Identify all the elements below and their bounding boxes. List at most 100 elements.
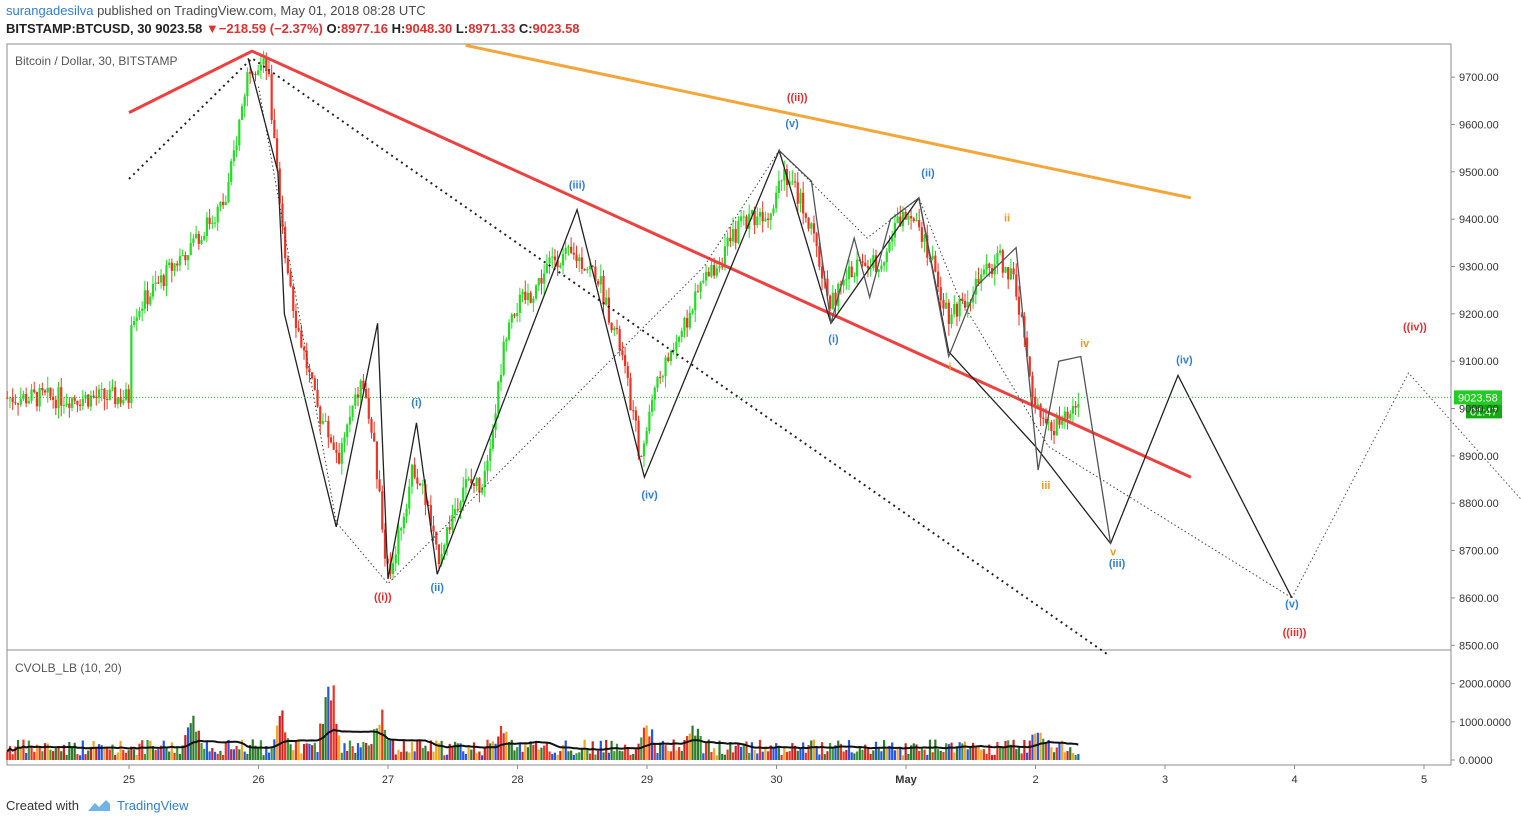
wave-label: ((iv)) bbox=[1403, 321, 1427, 333]
last-price: 9023.58 bbox=[155, 21, 203, 36]
volume-bar bbox=[192, 715, 195, 760]
volume-bar bbox=[969, 746, 972, 760]
candles bbox=[6, 50, 1080, 580]
volume-bar bbox=[297, 740, 300, 760]
volume-bar bbox=[108, 749, 111, 760]
candle-body bbox=[297, 327, 300, 331]
volume-bar bbox=[370, 744, 373, 760]
volume-bar bbox=[114, 755, 117, 760]
candle-body bbox=[222, 201, 225, 206]
candle-body bbox=[1025, 337, 1029, 357]
drawings: 9023.58 01:47 bbox=[7, 43, 1521, 656]
candle-body bbox=[238, 119, 241, 146]
volume-bar bbox=[936, 749, 940, 760]
candle-body bbox=[707, 271, 710, 277]
candle-body bbox=[176, 263, 179, 266]
volume-bar bbox=[548, 751, 551, 760]
volume-bar bbox=[338, 735, 341, 760]
volume-bar bbox=[553, 752, 557, 760]
volume-bar bbox=[637, 743, 640, 760]
candle-body bbox=[1047, 422, 1050, 424]
created-with-text: Created with bbox=[6, 798, 79, 813]
volume-bar bbox=[713, 748, 716, 760]
volume-bar bbox=[629, 754, 632, 760]
candle-body bbox=[429, 504, 432, 526]
wave-label: (v) bbox=[785, 118, 799, 130]
x-tick-label: 28 bbox=[511, 774, 523, 786]
candle-body bbox=[575, 254, 578, 262]
volume-bar bbox=[259, 740, 262, 760]
candle-body bbox=[224, 201, 227, 206]
volume-bar bbox=[443, 755, 446, 760]
candle-body bbox=[963, 301, 967, 308]
volume-bar bbox=[162, 740, 165, 760]
volume-bar bbox=[213, 751, 217, 760]
wave-path-dotted-wave-a bbox=[258, 86, 1293, 599]
volume-bar bbox=[826, 751, 829, 760]
volume-bar bbox=[294, 740, 298, 760]
candle-body bbox=[804, 213, 807, 218]
candle-body bbox=[661, 376, 664, 378]
wave-label: (ii) bbox=[430, 582, 444, 594]
wave-label: v bbox=[1110, 546, 1117, 558]
volume-bar bbox=[990, 755, 994, 760]
candle-body bbox=[356, 394, 360, 398]
volume-bar bbox=[103, 746, 106, 760]
volume-bar bbox=[445, 754, 449, 760]
candle-body bbox=[81, 398, 84, 406]
author-link[interactable]: surangadesilva bbox=[6, 3, 94, 18]
candle-body bbox=[62, 405, 66, 407]
candle-body bbox=[103, 388, 106, 399]
candle-body bbox=[462, 487, 465, 503]
volume-bar bbox=[273, 739, 276, 760]
volume-bar bbox=[1069, 747, 1072, 760]
candle-body bbox=[632, 410, 635, 412]
candle-body bbox=[22, 393, 25, 399]
candle-body bbox=[111, 387, 114, 390]
candle-body bbox=[939, 287, 942, 300]
volume-bar bbox=[267, 752, 271, 760]
candle-body bbox=[718, 266, 721, 269]
candle-body bbox=[564, 247, 567, 254]
close-label: C: bbox=[518, 21, 533, 36]
candle-body bbox=[478, 477, 481, 493]
candle-body bbox=[829, 295, 832, 309]
volume-bar bbox=[920, 747, 923, 760]
candle-body bbox=[267, 71, 271, 75]
candle-body bbox=[8, 397, 12, 399]
candle-body bbox=[1063, 411, 1066, 420]
candle-body bbox=[321, 421, 325, 424]
tradingview-link[interactable]: TradingView bbox=[116, 798, 189, 813]
candle-body bbox=[721, 266, 724, 268]
volume-bar bbox=[583, 739, 586, 760]
candle-body bbox=[319, 406, 322, 424]
volume-bar bbox=[413, 751, 416, 760]
volume-bar bbox=[497, 736, 500, 760]
volume-bar bbox=[529, 741, 532, 760]
candle-body bbox=[856, 259, 859, 277]
volume-bar bbox=[87, 750, 90, 760]
candle-body bbox=[505, 339, 508, 342]
volume-bar bbox=[551, 754, 554, 760]
candle-body bbox=[275, 138, 279, 169]
volume-bar bbox=[305, 743, 308, 760]
candle-body bbox=[909, 215, 913, 219]
volume-bar bbox=[839, 743, 843, 760]
candle-body bbox=[124, 389, 128, 400]
candle-body bbox=[918, 220, 921, 228]
volume-bar bbox=[564, 740, 567, 760]
x-tick-label: 27 bbox=[382, 774, 394, 786]
volume-bar bbox=[319, 723, 322, 760]
volume-bar bbox=[661, 740, 664, 760]
volume-bar bbox=[737, 743, 740, 760]
candle-body bbox=[92, 395, 95, 398]
volume-bar bbox=[459, 743, 462, 760]
candle-body bbox=[70, 397, 74, 408]
volume-bar bbox=[462, 751, 465, 760]
volume-bar bbox=[205, 741, 209, 760]
volume-bar bbox=[105, 747, 109, 760]
wave-label: iii bbox=[1041, 480, 1050, 492]
candle-body bbox=[219, 201, 222, 207]
candle-body bbox=[745, 216, 748, 229]
